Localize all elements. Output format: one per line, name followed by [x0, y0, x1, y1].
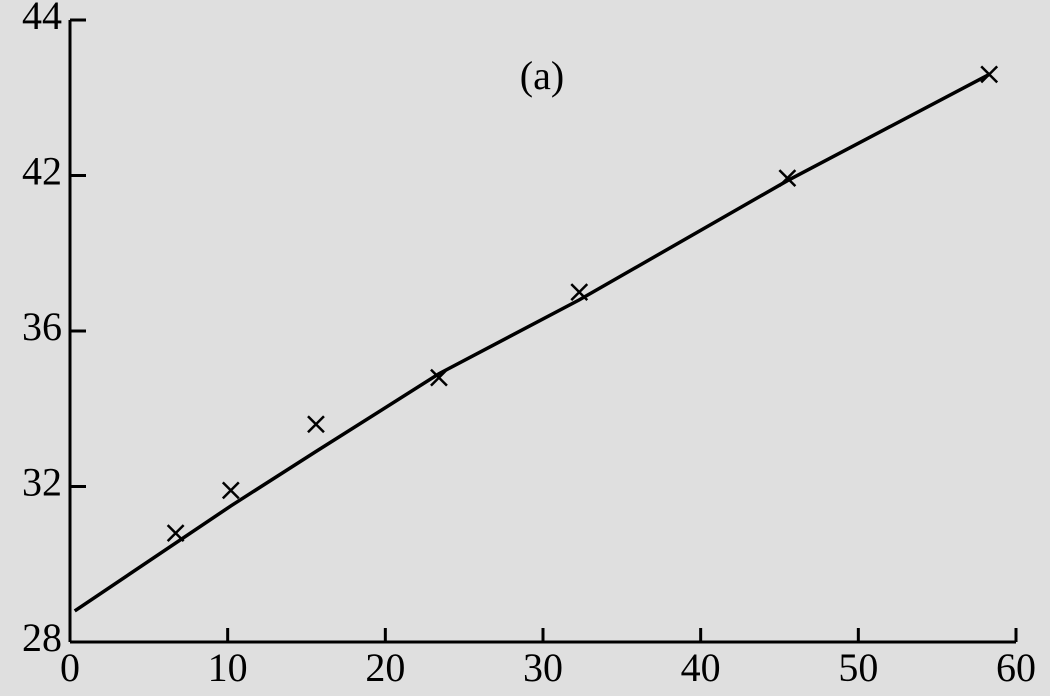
x-tick-label: 40 [681, 645, 721, 690]
x-tick-label: 10 [208, 645, 248, 690]
x-tick-label: 30 [523, 645, 563, 690]
annotation: (a) [520, 53, 564, 98]
x-tick-label: 0 [60, 645, 80, 690]
y-tick-label: 36 [22, 304, 62, 349]
y-tick-label: 32 [22, 460, 62, 505]
cross-marker [221, 481, 240, 500]
cross-marker [307, 415, 325, 434]
x-tick-label: 50 [838, 645, 878, 690]
x-tick-label: 60 [996, 645, 1036, 690]
x-tick-label: 20 [365, 645, 405, 690]
y-tick-label: 44 [22, 0, 62, 38]
y-tick-label: 28 [22, 615, 62, 660]
cross-marker [980, 65, 999, 84]
fit-line [73, 72, 991, 613]
y-tick-label: 42 [22, 149, 62, 194]
